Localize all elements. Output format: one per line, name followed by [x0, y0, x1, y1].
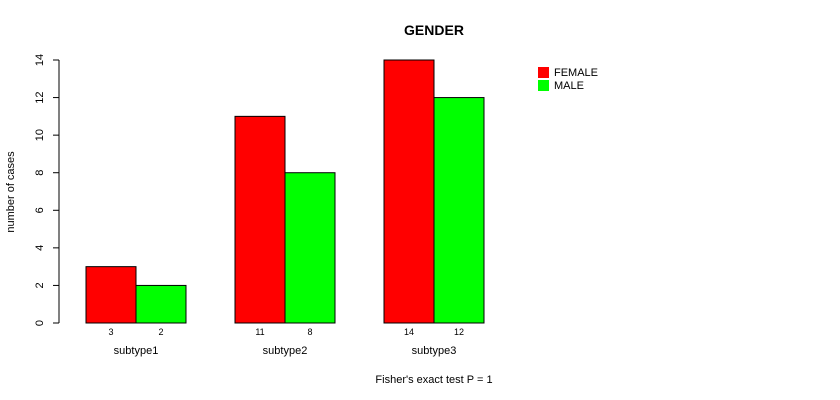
bar-value-label: 2 — [158, 327, 163, 337]
bar-female-subtype3 — [383, 59, 435, 324]
y-tick-label: 4 — [34, 245, 46, 251]
bar-female-subtype1 — [85, 266, 137, 324]
y-tick-label: 0 — [34, 320, 46, 326]
y-tick-label: 8 — [34, 170, 46, 176]
chart-title: GENDER — [404, 22, 464, 38]
bar-male-subtype3 — [433, 97, 485, 324]
bar-value-label: 3 — [108, 327, 113, 337]
x-category-label: subtype1 — [114, 345, 159, 357]
bar-value-label: 8 — [307, 327, 312, 337]
bar-male-subtype2 — [284, 172, 336, 324]
y-tick-label: 10 — [34, 129, 46, 141]
bar-value-label: 14 — [404, 327, 414, 337]
y-axis: 0 2 4 6 8 10 12 14 — [34, 54, 60, 326]
y-tick-label: 2 — [34, 282, 46, 288]
bars-group: 3 2 11 8 14 12 — [85, 59, 485, 337]
legend-label-male: MALE — [554, 80, 584, 92]
x-category-label: subtype2 — [263, 345, 308, 357]
y-tick-label: 12 — [34, 91, 46, 103]
y-axis-label: number of cases — [5, 151, 17, 233]
bar-value-label: 11 — [255, 327, 264, 337]
legend-swatch-female — [538, 67, 549, 78]
legend-swatch-male — [538, 80, 549, 91]
bar-value-label: 12 — [454, 327, 464, 337]
y-tick-label: 6 — [34, 207, 46, 213]
legend-label-female: FEMALE — [554, 67, 598, 79]
bar-male-subtype1 — [135, 284, 187, 324]
x-category-label: subtype3 — [412, 345, 457, 357]
x-category-labels: subtype1 subtype2 subtype3 — [114, 345, 457, 357]
y-tick-label: 14 — [34, 54, 46, 66]
bar-female-subtype2 — [234, 115, 286, 324]
fisher-test-label: Fisher's exact test P = 1 — [375, 374, 492, 386]
